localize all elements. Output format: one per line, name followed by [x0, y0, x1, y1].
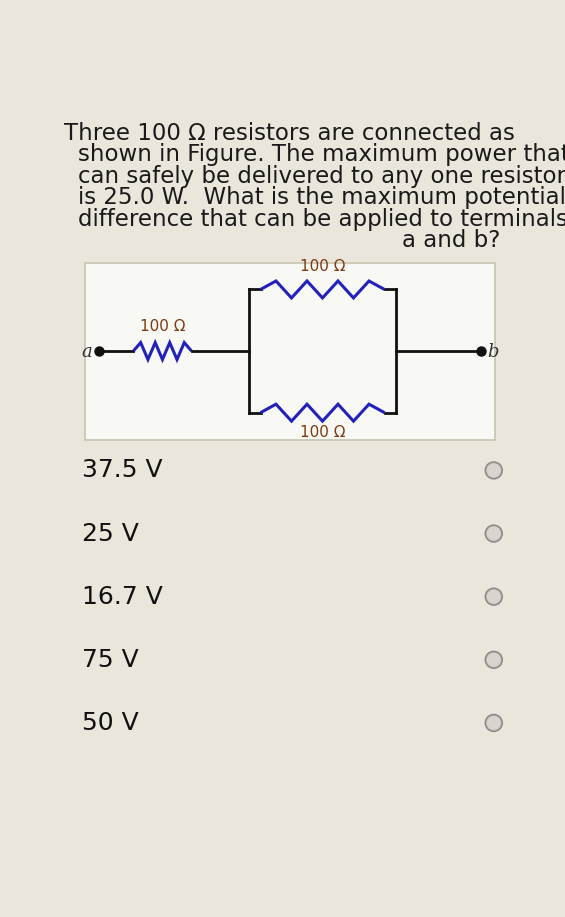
Text: is 25.0 W.  What is the maximum potential: is 25.0 W. What is the maximum potential [79, 186, 565, 209]
Text: difference that can be applied to terminals: difference that can be applied to termin… [79, 208, 565, 231]
Text: 50 V: 50 V [82, 711, 139, 735]
Text: a and b?: a and b? [402, 229, 501, 252]
Text: 100 Ω: 100 Ω [140, 319, 185, 334]
Circle shape [485, 651, 502, 668]
Text: can safely be delivered to any one resistor: can safely be delivered to any one resis… [79, 165, 565, 188]
Circle shape [485, 462, 502, 479]
Circle shape [487, 463, 501, 478]
Text: a: a [81, 343, 92, 360]
Text: 25 V: 25 V [82, 522, 139, 546]
Circle shape [487, 653, 501, 667]
Text: b: b [488, 343, 499, 360]
Text: 75 V: 75 V [82, 647, 139, 672]
Text: shown in Figure. The maximum power that: shown in Figure. The maximum power that [79, 143, 565, 166]
Circle shape [487, 590, 501, 603]
Circle shape [485, 588, 502, 605]
Text: Three 100 Ω resistors are connected as: Three 100 Ω resistors are connected as [64, 122, 515, 145]
Text: 100 Ω: 100 Ω [300, 259, 345, 274]
Text: 37.5 V: 37.5 V [82, 458, 163, 482]
Text: 100 Ω: 100 Ω [300, 425, 345, 440]
Circle shape [485, 714, 502, 732]
Bar [85, 262, 496, 439]
Circle shape [487, 716, 501, 730]
Circle shape [487, 526, 501, 540]
Text: 16.7 V: 16.7 V [82, 585, 163, 609]
Circle shape [485, 525, 502, 542]
